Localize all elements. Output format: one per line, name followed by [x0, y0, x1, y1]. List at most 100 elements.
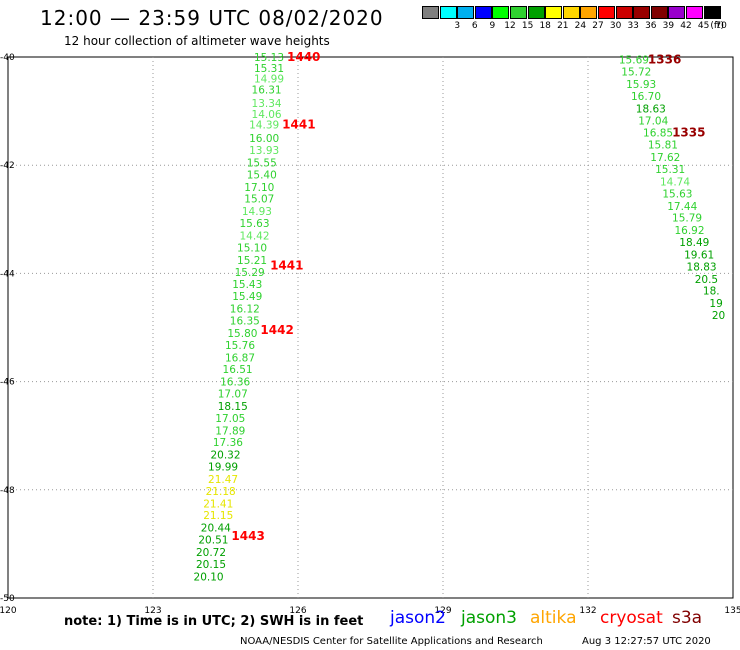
legend-swatch	[439, 6, 457, 19]
swh-value-label: 20.32	[210, 450, 240, 462]
legend-label: 21	[557, 21, 569, 31]
lon-tick-label: 129	[434, 606, 451, 616]
legend-swatch	[703, 6, 721, 19]
legend-swatch	[527, 6, 545, 19]
time-label: 1441	[282, 118, 315, 132]
swh-value-label: 16.31	[252, 84, 282, 96]
swh-value-label: 19.99	[208, 462, 238, 474]
swh-value-label: 15.63	[239, 218, 269, 230]
swh-value-label: 15.40	[247, 169, 277, 181]
swh-value-label: 16.51	[223, 364, 253, 376]
lat-tick-label: -44	[0, 269, 15, 279]
swh-value-label: 21.41	[203, 498, 233, 510]
lon-tick-label: 132	[579, 606, 596, 616]
swh-value-label: 17.89	[215, 425, 245, 437]
swh-value-label: 21.15	[203, 510, 233, 522]
swh-value-label: 16.85	[643, 128, 673, 140]
swh-value-label: 15.79	[672, 213, 702, 225]
swh-value-label: 16.12	[230, 304, 260, 316]
swh-value-label: 16.87	[225, 352, 255, 364]
legend-label: 9	[489, 21, 496, 31]
swh-value-label: 15.55	[247, 157, 277, 169]
legend-swatch	[545, 6, 563, 19]
legend-swatch	[633, 6, 651, 19]
swh-value-label: 17.04	[638, 115, 668, 127]
swh-value-label: 15.13	[254, 52, 284, 64]
time-label: 1441	[270, 258, 303, 272]
legend-label: 6	[471, 21, 478, 31]
lat-tick-label: -50	[0, 594, 15, 604]
lon-tick-label: 126	[289, 606, 306, 616]
legend-swatch	[580, 6, 598, 19]
swh-value-label: 21.47	[208, 474, 238, 486]
legend-label: 36	[645, 21, 657, 31]
lat-tick-label: -46	[0, 378, 15, 388]
lat-tick-label: -40	[0, 53, 15, 63]
swh-value-label: 15.72	[621, 67, 651, 79]
swh-value-label: 15.43	[232, 279, 262, 291]
generated-timestamp: Aug 3 12:27:57 UTC 2020	[582, 636, 711, 647]
sat-label-jason2: jason2	[390, 608, 446, 628]
swh-value-label: 20.10	[194, 571, 224, 583]
lat-tick-label: -48	[0, 486, 15, 496]
lon-tick-label: 123	[144, 606, 161, 616]
time-label: 1335	[672, 126, 705, 140]
legend-swatch	[422, 6, 439, 19]
lon-tick-label: 135	[724, 606, 740, 616]
swh-value-label: 18.83	[687, 261, 717, 273]
legend-label: 33	[627, 21, 639, 31]
legend-label: 24	[574, 21, 587, 31]
swh-value-label: 15.31	[254, 63, 284, 75]
swh-value-label: 20	[712, 310, 725, 322]
swh-value-label: 21.18	[206, 486, 236, 498]
lat-tick-label: -42	[0, 161, 15, 171]
legend-label: 30	[609, 21, 622, 31]
legend-unit: (ft)	[710, 21, 724, 31]
legend-label: 42	[680, 21, 692, 31]
swh-value-label: 17.10	[244, 182, 274, 194]
legend-label: 12	[504, 21, 516, 31]
swh-value-label: 19	[709, 298, 722, 310]
time-label: 1336	[648, 53, 681, 67]
legend-swatch	[598, 6, 615, 19]
swh-value-label: 17.44	[667, 201, 697, 213]
swh-value-label: 19.61	[684, 249, 714, 261]
swh-value-label: 16.36	[220, 377, 250, 389]
lon-tick-label: 120	[0, 606, 17, 616]
swh-value-label: 15.80	[227, 328, 257, 340]
swh-value-label: 15.10	[237, 242, 267, 254]
swh-value-label: 13.34	[252, 98, 282, 110]
swh-value-label: 15.76	[225, 340, 255, 352]
sat-label-jason3: jason3	[461, 608, 517, 628]
swh-value-label: 20.44	[201, 523, 231, 535]
swh-value-label: 15.31	[655, 164, 685, 176]
legend-swatch	[668, 6, 686, 19]
legend-swatch	[615, 6, 633, 19]
legend-swatch	[686, 6, 703, 19]
swh-value-label: 18.15	[218, 401, 248, 413]
legend-label: 15	[521, 21, 534, 31]
swh-value-label: 20.51	[198, 535, 228, 547]
swh-value-label: 16.35	[230, 315, 260, 327]
swh-value-label: 14.39	[249, 120, 279, 132]
swh-value-label: 15.81	[648, 140, 678, 152]
swh-value-label: 20.5	[695, 274, 718, 286]
swh-value-label: 17.05	[215, 413, 245, 425]
legend-label: 3	[454, 21, 461, 31]
swh-value-label: 15.49	[232, 291, 262, 303]
time-label: 1440	[287, 50, 320, 64]
swh-value-label: 14.06	[252, 109, 282, 121]
swh-value-label: 17.36	[213, 437, 243, 449]
swh-value-label: 18.63	[636, 103, 666, 115]
swh-value-label: 16.92	[674, 225, 704, 237]
legend-label: 18	[539, 21, 551, 31]
sat-label-s3a: s3a	[672, 608, 703, 628]
legend-swatch	[457, 6, 475, 19]
swh-value-label: 17.07	[218, 389, 248, 401]
legend-label: 27	[592, 21, 604, 31]
legend-swatch	[474, 6, 492, 19]
legend-swatch	[492, 6, 510, 19]
sat-label-altika: altika	[530, 608, 577, 628]
map-title: 12:00 — 23:59 UTC 08/02/2020	[40, 6, 384, 30]
